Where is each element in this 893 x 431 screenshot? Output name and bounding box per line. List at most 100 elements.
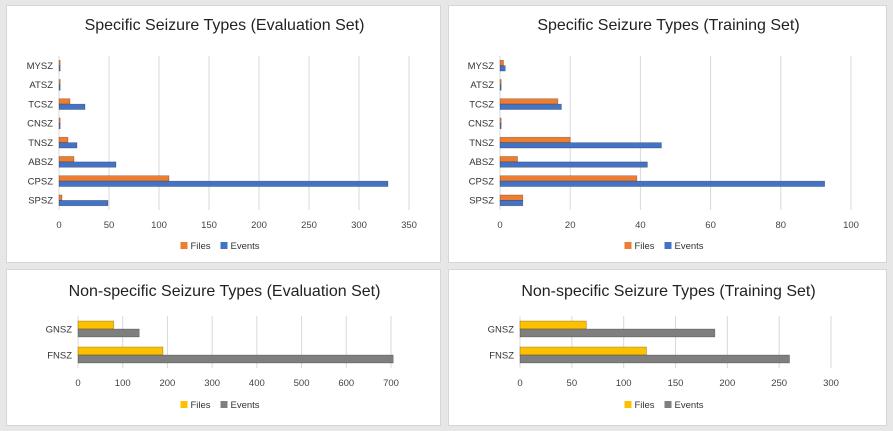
x-tick-label: 250: [301, 220, 317, 231]
bar-files-mysz: [499, 59, 504, 66]
x-tick-label: 700: [383, 378, 399, 389]
bar-events-cnsz: [58, 123, 61, 130]
y-category-label-cnsz: CNSZ: [27, 119, 53, 130]
bar-events-mysz: [58, 65, 61, 72]
x-tick-label: 250: [771, 378, 787, 389]
y-category-label-spsz: SPSZ: [469, 196, 494, 207]
chart-title: Non-specific Seizure Types (Training Set…: [521, 283, 815, 300]
chart-title: Specific Seizure Types (Training Set): [537, 17, 799, 34]
x-tick-label: 150: [668, 378, 684, 389]
x-tick-label: 60: [705, 220, 716, 231]
bar-files-fnsz: [519, 346, 647, 356]
x-tick-label: 100: [115, 378, 131, 389]
legend-swatch-events: [220, 242, 228, 249]
y-category-label-fnsz: FNSZ: [489, 350, 514, 361]
bar-files-cnsz: [499, 117, 502, 124]
y-category-label-cpsz: CPSZ: [28, 176, 54, 187]
bar-events-tcsz: [499, 103, 562, 110]
bar-files-spsz: [499, 194, 524, 201]
x-tick-label: 100: [616, 378, 632, 389]
bar-events-mysz: [499, 65, 506, 72]
bar-files-gnsz: [77, 320, 115, 330]
x-tick-label: 0: [497, 220, 502, 231]
chart-title: Specific Seizure Types (Evaluation Set): [85, 17, 365, 34]
bar-events-cnsz: [499, 123, 502, 130]
x-tick-label: 0: [75, 378, 80, 389]
bar-events-tnsz: [58, 142, 78, 149]
bar-files-cnsz: [58, 117, 61, 124]
x-tick-label: 500: [294, 378, 310, 389]
legend-label-events: Events: [231, 400, 260, 411]
bar-events-fnsz: [519, 354, 790, 364]
chart-nonspecific-evaluation: Non-specific Seizure Types (Evaluation S…: [46, 283, 399, 411]
bar-files-mysz: [58, 59, 61, 66]
chart-panel-nonspecific-evaluation: Non-specific Seizure Types (Evaluation S…: [6, 269, 441, 426]
bar-files-cpsz: [58, 175, 170, 182]
legend-label-events: Events: [675, 241, 704, 252]
bar-events-spsz: [499, 200, 524, 207]
bar-events-gnsz: [77, 328, 140, 338]
y-category-label-absz: ABSZ: [28, 157, 53, 168]
bar-files-fnsz: [77, 346, 164, 356]
x-tick-label: 0: [56, 220, 61, 231]
y-category-label-mysz: MYSZ: [468, 61, 495, 72]
x-tick-label: 600: [338, 378, 354, 389]
bar-events-spsz: [58, 200, 109, 207]
bar-files-cpsz: [499, 175, 638, 182]
x-tick-label: 50: [104, 220, 115, 231]
x-tick-label: 100: [151, 220, 167, 231]
x-tick-label: 200: [251, 220, 267, 231]
legend-label-files: Files: [635, 241, 655, 252]
x-tick-label: 300: [823, 378, 839, 389]
x-tick-label: 400: [249, 378, 265, 389]
y-category-label-absz: ABSZ: [469, 157, 494, 168]
bar-events-absz: [499, 161, 648, 168]
y-category-label-gnsz: GNSZ: [46, 324, 73, 335]
chart-panel-specific-training: Specific Seizure Types (Training Set) 0 20…: [448, 5, 887, 263]
x-tick-label: 300: [351, 220, 367, 231]
bar-events-fnsz: [77, 354, 394, 364]
bar-files-spsz: [58, 194, 63, 201]
legend-label-files: Files: [191, 241, 211, 252]
y-category-label-cpsz: CPSZ: [469, 176, 495, 187]
bar-events-cpsz: [58, 180, 389, 187]
legend-swatch-files: [624, 242, 632, 249]
y-category-label-fnsz: FNSZ: [47, 350, 72, 361]
legend-label-files: Files: [191, 400, 211, 411]
x-tick-label: 80: [776, 220, 787, 231]
bar-files-tcsz: [58, 98, 71, 105]
y-category-label-tnsz: TNSZ: [469, 138, 494, 149]
bar-events-absz: [58, 161, 117, 168]
legend-swatch-events: [220, 401, 228, 408]
legend-swatch-files: [180, 242, 188, 249]
x-tick-label: 350: [401, 220, 417, 231]
y-category-label-cnsz: CNSZ: [468, 119, 494, 130]
bar-events-gnsz: [519, 328, 716, 338]
bar-events-tcsz: [58, 103, 86, 110]
bar-events-tnsz: [499, 142, 662, 149]
bar-events-atsz: [499, 84, 502, 91]
chart-panel-specific-evaluation: Specific Seizure Types (Evaluation Set) 0…: [6, 5, 441, 263]
bar-files-tnsz: [58, 136, 69, 143]
bar-events-cpsz: [499, 180, 825, 187]
legend-swatch-files: [624, 401, 632, 408]
y-category-label-tcsz: TCSZ: [28, 99, 53, 110]
y-category-label-atsz: ATSZ: [29, 80, 53, 91]
chart-nonspecific-training: Non-specific Seizure Types (Training Set…: [488, 283, 839, 411]
x-tick-label: 300: [204, 378, 220, 389]
y-category-label-spsz: SPSZ: [28, 196, 53, 207]
bar-events-atsz: [58, 84, 61, 91]
bar-files-absz: [499, 156, 518, 163]
x-tick-label: 100: [843, 220, 859, 231]
chart-title: Non-specific Seizure Types (Evaluation S…: [69, 283, 381, 300]
x-tick-label: 200: [159, 378, 175, 389]
bar-files-absz: [58, 156, 75, 163]
y-category-label-tnsz: TNSZ: [28, 138, 53, 149]
y-category-label-gnsz: GNSZ: [488, 324, 515, 335]
x-tick-label: 20: [565, 220, 576, 231]
bar-files-atsz: [58, 79, 61, 86]
chart-specific-evaluation: Specific Seizure Types (Evaluation Set) 0…: [27, 17, 417, 252]
x-tick-label: 0: [517, 378, 522, 389]
bar-files-gnsz: [519, 320, 587, 330]
bar-files-tcsz: [499, 98, 559, 105]
